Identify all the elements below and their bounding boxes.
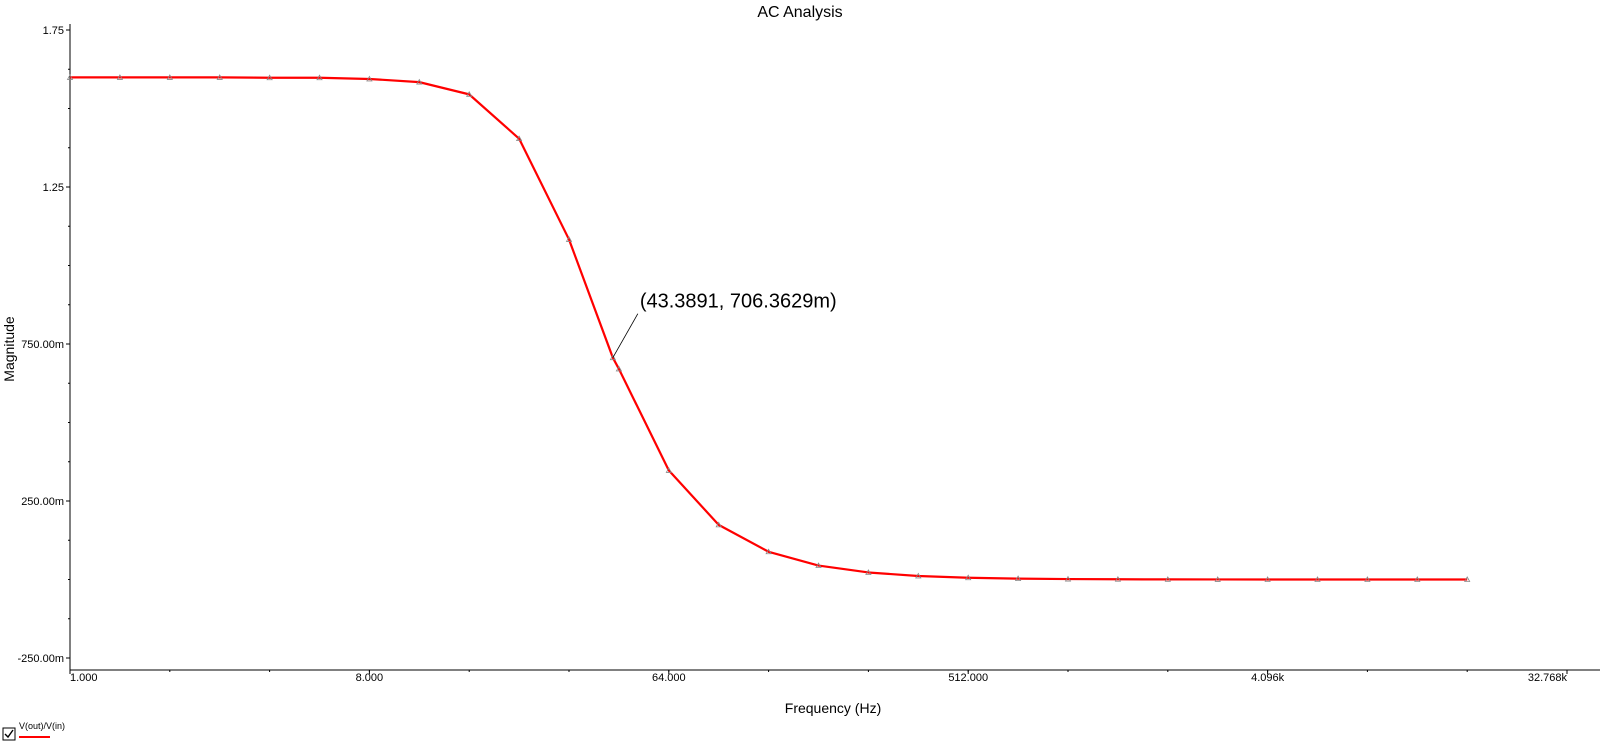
- data-point-marker: [665, 467, 672, 473]
- y-tick-label: 250.00m: [21, 496, 64, 508]
- data-point-marker: [1014, 575, 1022, 582]
- check-icon: [4, 729, 14, 739]
- data-point-marker: [615, 365, 623, 372]
- data-point-marker: [1214, 576, 1221, 582]
- y-tick-label: 750.00m: [21, 339, 64, 351]
- data-point-marker: [1314, 576, 1321, 582]
- data-point-marker: [416, 78, 423, 85]
- legend-entry-label: V(out)/V(in): [19, 721, 65, 731]
- data-point-marker: [765, 548, 772, 555]
- y-tick-label: 1.25: [43, 182, 64, 194]
- data-point-marker: [1114, 575, 1122, 582]
- data-point-marker: [266, 74, 273, 81]
- y-ticks: -250.00m 250.00m 750.00m 1.25 1.75: [18, 25, 70, 665]
- x-ticks: 1.000 8.000 64.000 512.000 4.096k 32.768k: [69, 670, 1568, 684]
- x-tick-label: 64.000: [652, 672, 686, 684]
- data-point-marker: [609, 354, 617, 361]
- legend: V(out)/V(in): [2, 721, 65, 741]
- data-point-marker: [66, 74, 74, 80]
- legend-toggle-checkbox[interactable]: [2, 727, 16, 741]
- data-point-marker: [1164, 576, 1171, 582]
- data-point-marker: [1414, 576, 1421, 582]
- y-tick-label: -250.00m: [18, 653, 64, 665]
- y-axis-label: Magnitude: [1, 316, 17, 382]
- axes: [69, 24, 1600, 671]
- data-point-marker: [915, 572, 922, 579]
- x-tick-label: 8.000: [356, 672, 384, 684]
- data-point-marker: [316, 74, 323, 81]
- x-tick-label: 4.096k: [1251, 672, 1285, 684]
- data-point-marker: [515, 135, 523, 142]
- annotation-leader-line: [612, 313, 639, 358]
- data-point-marker: [366, 75, 373, 82]
- data-point-marker: [166, 74, 173, 80]
- data-point-marker: [216, 74, 223, 80]
- data-point-marker: [1264, 576, 1271, 582]
- data-point-marker: [965, 574, 972, 581]
- data-point-marker: [1364, 576, 1371, 582]
- data-point-marker: [715, 521, 722, 528]
- data-point-marker: [466, 91, 473, 97]
- x-tick-label: 512.000: [948, 672, 988, 684]
- y-tick-label: 1.75: [43, 25, 64, 37]
- data-point-marker: [865, 569, 872, 575]
- data-point-marker: [1464, 576, 1471, 582]
- data-point-marker: [565, 236, 573, 242]
- series-group: [66, 74, 1471, 582]
- x-axis-label: Frequency (Hz): [785, 700, 881, 716]
- data-point-marker: [116, 74, 124, 80]
- annotation-label: (43.3891, 706.3629m): [640, 291, 837, 313]
- series-line: [70, 76, 1468, 581]
- annotation-group: (43.3891, 706.3629m): [612, 291, 837, 358]
- x-tick-label: 1.000: [70, 672, 98, 684]
- chart-title: AC Analysis: [757, 4, 842, 21]
- x-tick-label: 32.768k: [1528, 672, 1568, 684]
- data-point-marker: [1064, 575, 1072, 582]
- data-point-marker: [815, 562, 822, 568]
